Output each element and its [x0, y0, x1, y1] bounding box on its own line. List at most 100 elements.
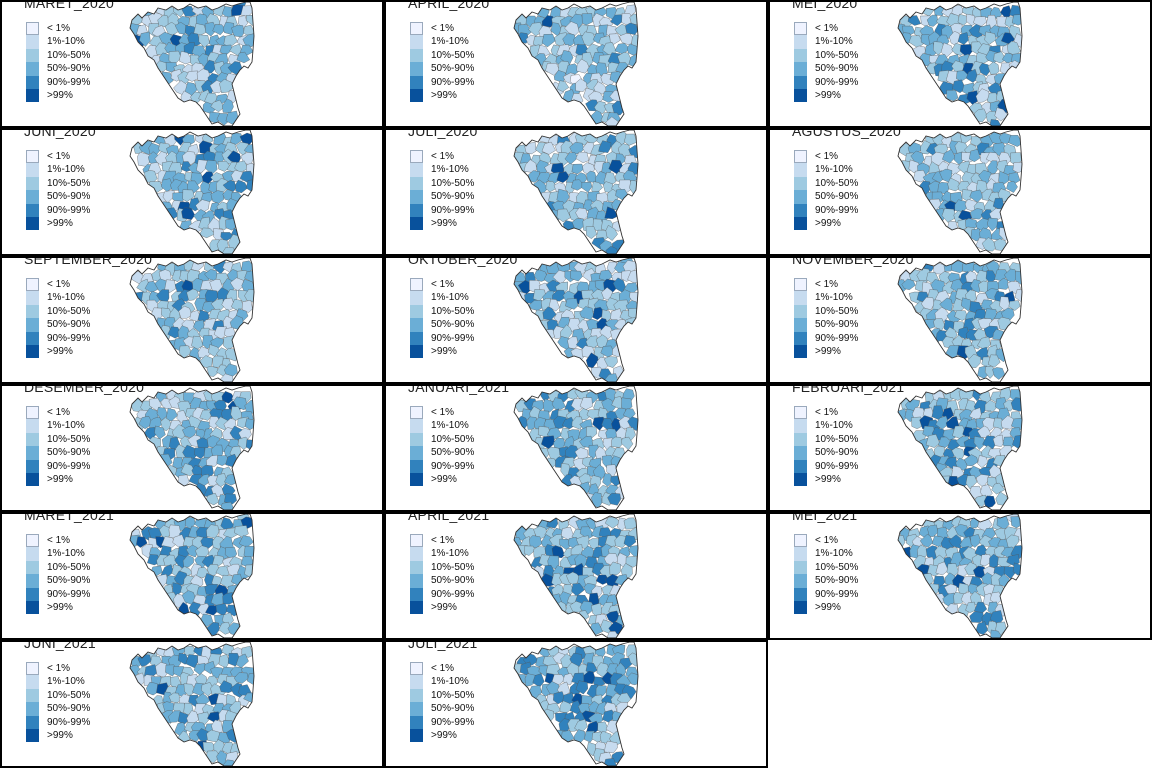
legend-label: 50%-90% — [47, 63, 91, 75]
map-region — [628, 545, 638, 558]
legend-label: 50%-90% — [815, 447, 859, 459]
map-outline — [897, 258, 1023, 382]
legend-swatch — [26, 600, 39, 615]
legend-swatch — [26, 190, 39, 204]
legend-label: 50%-90% — [815, 191, 859, 203]
legend-swatch — [26, 432, 39, 447]
legend-swatch — [794, 48, 807, 63]
map-region — [246, 672, 254, 686]
map-region — [605, 225, 618, 241]
legend-swatch — [26, 587, 39, 601]
map-region — [605, 245, 619, 254]
legend-swatch — [794, 88, 807, 103]
legend-swatch — [794, 574, 807, 588]
legend-label: >99% — [431, 601, 457, 613]
legend-label: 90%-99% — [431, 204, 475, 216]
map-outline — [129, 258, 255, 382]
map-region — [212, 4, 225, 17]
legend-label: 90%-99% — [47, 204, 91, 216]
map-region — [956, 70, 970, 82]
map-region — [532, 673, 545, 688]
map-region — [576, 58, 590, 74]
map-outline — [129, 514, 255, 638]
legend-swatch — [794, 472, 807, 487]
legend-swatch — [26, 318, 39, 332]
map-region — [162, 190, 176, 204]
choropleth-map-icon — [897, 386, 1023, 510]
map-region — [178, 305, 193, 319]
map-outline — [513, 514, 639, 638]
panel-title: MARET_2021 — [24, 512, 114, 523]
map-region — [203, 59, 217, 74]
map-region — [967, 353, 982, 368]
map-panel: FEBRUARI_2021 < 1% 1%-10% 10%-50% 50%-90% 90%… — [768, 384, 1152, 512]
map-region — [575, 78, 588, 92]
legend-label: 50%-90% — [47, 703, 91, 715]
legend-label: < 1% — [815, 407, 839, 418]
panel-title: MEI_2021 — [792, 512, 858, 523]
map-region — [212, 355, 224, 368]
legend-swatch — [410, 163, 423, 177]
map-region — [1006, 181, 1018, 193]
panel-title: NOVEMBER_2020 — [792, 256, 914, 267]
panel-title: AGUSTUS_2020 — [792, 128, 902, 139]
legend-label: 50%-90% — [815, 63, 859, 75]
legend-swatch — [410, 176, 423, 191]
map-region — [154, 425, 166, 440]
legend-label: >99% — [47, 345, 73, 357]
map-region — [607, 492, 621, 506]
map-region — [182, 151, 198, 165]
map-region — [596, 574, 610, 585]
map-region — [969, 611, 985, 623]
map-region — [1001, 307, 1015, 321]
map-region — [609, 561, 621, 576]
legend-swatch — [794, 534, 807, 548]
legend-label: >99% — [815, 89, 841, 101]
map-region — [244, 418, 254, 430]
map-region — [181, 207, 196, 220]
map-region — [994, 107, 1009, 122]
map-region — [952, 79, 966, 94]
legend-label: >99% — [815, 473, 841, 485]
legend-label: 50%-90% — [815, 575, 859, 587]
legend-label: 90%-99% — [431, 332, 475, 344]
map-region — [610, 14, 624, 27]
map-region — [595, 701, 608, 716]
map-region — [223, 335, 237, 351]
map-region — [575, 207, 589, 220]
legend-swatch — [26, 688, 39, 703]
map-region — [565, 298, 579, 310]
map-region — [185, 544, 198, 558]
legend-swatch — [794, 406, 807, 420]
map-region — [180, 463, 196, 477]
legend-label: 10%-50% — [815, 49, 859, 61]
map-outline — [129, 2, 255, 126]
legend-label: < 1% — [815, 535, 839, 546]
legend-label: 10%-50% — [815, 177, 859, 189]
map-region — [997, 277, 1010, 290]
legend-swatch — [794, 22, 807, 36]
map-panel: JULI_2020 < 1% 1%-10% 10%-50% 50%-90% 90%-99%… — [384, 128, 768, 256]
legend-label: 10%-50% — [47, 49, 91, 61]
legend-swatch — [26, 662, 39, 676]
legend-swatch — [26, 547, 39, 561]
map-region — [1008, 172, 1021, 184]
legend-swatch — [794, 600, 807, 615]
map-panel: JULI_2021 < 1% 1%-10% 10%-50% 50%-90% 90%-99%… — [384, 640, 768, 768]
legend-swatch — [794, 278, 807, 292]
map-region — [982, 435, 997, 450]
map-region — [623, 517, 638, 530]
legend-label: < 1% — [431, 663, 455, 674]
map-region — [583, 670, 596, 684]
map-region — [245, 439, 254, 452]
map-region — [233, 672, 249, 684]
map-region — [593, 81, 608, 95]
map-outline — [897, 2, 1023, 126]
legend-swatch — [794, 587, 807, 601]
legend-label: 50%-90% — [431, 319, 475, 331]
map-region — [925, 434, 941, 448]
map-region — [545, 63, 560, 76]
map-region — [579, 408, 591, 420]
map-outline — [513, 386, 639, 510]
legend-label: < 1% — [431, 23, 455, 34]
